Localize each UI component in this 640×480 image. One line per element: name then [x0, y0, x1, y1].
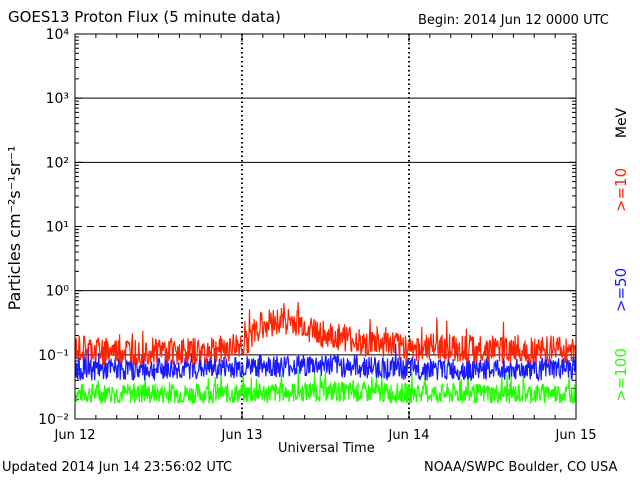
series-line-10	[74, 301, 577, 366]
legend-label-50: >=50	[612, 268, 630, 312]
series-line-100	[74, 369, 577, 405]
series-line-50	[74, 343, 577, 382]
y-axis-title: Particles cm⁻²s⁻¹sr⁻¹	[5, 146, 24, 311]
x-tick-label: Jun 13	[221, 428, 263, 443]
y-tick-label: 10³	[46, 91, 69, 107]
x-tick-label: Jun 12	[54, 428, 96, 443]
legend-label-10: >=10	[612, 168, 630, 212]
x-tick-label: Jun 15	[555, 428, 597, 443]
y-tick-label: 10⁻²	[38, 412, 69, 428]
y-tick-label: 10⁴	[46, 27, 70, 43]
legend-label-100: >=100	[612, 348, 630, 402]
credit-label: NOAA/SWPC Boulder, CO USA	[424, 460, 618, 475]
legend-unit: MeV	[614, 107, 630, 138]
y-tick-label: 10¹	[46, 220, 69, 236]
x-tick-label: Jun 14	[388, 428, 430, 443]
updated-timestamp: Updated 2014 Jun 14 23:56:02 UTC	[2, 460, 233, 475]
begin-time-label: Begin: 2014 Jun 12 0000 UTC	[418, 13, 609, 28]
chart-title: GOES13 Proton Flux (5 minute data)	[8, 8, 281, 26]
x-axis-title: Universal Time	[278, 441, 375, 456]
y-tick-label: 10²	[46, 155, 69, 171]
y-tick-label: 10⁰	[46, 284, 70, 300]
y-tick-label: 10⁻¹	[38, 348, 69, 364]
plot-frame	[74, 33, 577, 420]
